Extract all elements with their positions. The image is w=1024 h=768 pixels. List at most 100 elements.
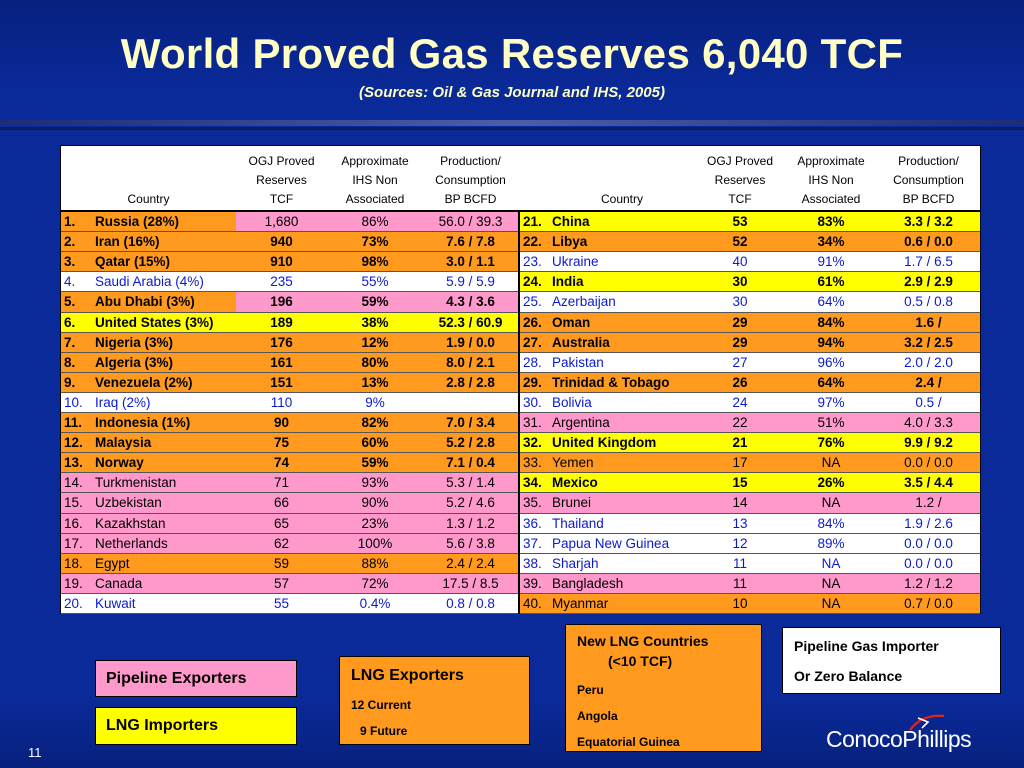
legend-pipeline-importer-line2: Or Zero Balance (794, 668, 903, 684)
table-row-right: 21. China 53 83% 3.3 / 3.2 (61, 212, 980, 232)
row-production-consumption: 5.9 / 5.9 (423, 272, 518, 293)
row-ihs-non-associated: NA (785, 573, 877, 594)
header-ogj-line2-right: Reserves (714, 173, 766, 187)
row-production-consumption: 2.8 / 2.8 (423, 372, 518, 393)
row-country: Yemen (552, 453, 695, 474)
header-ogj-right: OGJ Proved Reserves TCF (695, 146, 785, 217)
row-rank: 2. (61, 232, 95, 253)
row-ihs-non-associated: 23% (327, 513, 423, 534)
table-row-left: 19. Canada 57 72% 17.5 / 8.5 (61, 573, 980, 594)
row-production-consumption: 1.2 / 1.2 (877, 573, 980, 594)
row-country: Kuwait (95, 593, 236, 614)
row-reserves-tcf: 24 (695, 392, 785, 413)
row-reserves-tcf: 22 (695, 413, 785, 433)
row-production-consumption: 7.0 / 3.4 (423, 413, 518, 433)
legend-pipeline-importer-line1: Pipeline Gas Importer (794, 638, 939, 654)
header-ogj-line1-right: OGJ Proved (706, 154, 774, 168)
row-ihs-non-associated: 0.4% (327, 593, 423, 614)
row-divider (61, 512, 518, 514)
table-row-left: 3. Qatar (15%) 910 98% 3.0 / 1.1 (61, 252, 980, 273)
row-country: Trinidad & Tobago (552, 372, 695, 393)
row-reserves-tcf: 176 (236, 332, 327, 353)
row-rank: 23. (520, 252, 552, 273)
row-country: Russia (28%) (95, 212, 236, 232)
row-production-consumption: 1.9 / 0.0 (423, 332, 518, 353)
row-rank: 24. (520, 272, 552, 293)
row-rank: 27. (520, 332, 552, 353)
row-country: United Kingdom (552, 433, 695, 454)
row-country: India (552, 272, 695, 293)
row-divider (520, 613, 980, 614)
row-divider (61, 532, 518, 534)
row-reserves-tcf: 1,680 (236, 212, 327, 232)
row-country: Venezuela (2%) (95, 372, 236, 393)
row-production-consumption: 3.2 / 2.5 (877, 332, 980, 353)
row-production-consumption: 7.6 / 7.8 (423, 232, 518, 253)
header-ogj-line2: Reserves (256, 173, 307, 187)
row-ihs-non-associated: 60% (327, 433, 423, 454)
row-production-consumption: 0.6 / 0.0 (877, 232, 980, 253)
table-row-left: 14. Turkmenistan 71 93% 5.3 / 1.4 (61, 473, 980, 494)
row-production-consumption: 0.8 / 0.8 (423, 593, 518, 614)
row-rank: 5. (61, 292, 95, 313)
row-ihs-non-associated: 61% (785, 272, 877, 293)
row-divider (520, 291, 980, 293)
row-production-consumption: 5.3 / 1.4 (423, 473, 518, 494)
row-reserves-tcf: 940 (236, 232, 327, 253)
row-reserves-tcf: 10 (695, 593, 785, 614)
row-ihs-non-associated: 80% (327, 352, 423, 373)
legend-new-lng-title: New LNG Countries (577, 633, 709, 649)
row-production-consumption: 4.0 / 3.3 (877, 413, 980, 433)
table-row-left: 7. Nigeria (3%) 176 12% 1.9 / 0.0 (61, 332, 980, 353)
row-country: Canada (95, 573, 236, 594)
row-reserves-tcf: 29 (695, 332, 785, 353)
row-production-consumption: 3.3 / 3.2 (877, 212, 980, 232)
row-divider (520, 311, 980, 313)
row-country: Turkmenistan (95, 473, 236, 494)
row-divider (61, 331, 518, 333)
row-production-consumption: 1.3 / 1.2 (423, 513, 518, 534)
row-country: Azerbaijan (552, 292, 695, 313)
row-rank: 15. (61, 493, 95, 514)
row-reserves-tcf: 14 (695, 493, 785, 514)
row-ihs-non-associated: 64% (785, 292, 877, 313)
row-ihs-non-associated: 9% (327, 392, 423, 413)
row-rank: 33. (520, 453, 552, 474)
header-prod-left: Production/ Consumption BP BCFD (423, 146, 518, 217)
table-row-right: 37. Papua New Guinea 12 89% 0.0 / 0.0 (61, 533, 980, 554)
row-country: Algeria (3%) (95, 352, 236, 373)
row-production-consumption: 0.0 / 0.0 (877, 533, 980, 554)
row-country: Bangladesh (552, 573, 695, 594)
table-row-right: 39. Bangladesh 11 NA 1.2 / 1.2 (61, 573, 980, 594)
legend-pipeline-exporters: Pipeline Exporters (95, 660, 297, 697)
row-reserves-tcf: 196 (236, 292, 327, 313)
table-row-left: 12. Malaysia 75 60% 5.2 / 2.8 (61, 433, 980, 454)
legend-lng-exporters-current: 12 Current (351, 698, 412, 712)
conocophillips-logo-icon (909, 714, 945, 731)
header-ogj-line3-right: TCF (728, 192, 752, 206)
table-row-left: 6. United States (3%) 189 38% 52.3 / 60.9 (61, 312, 980, 333)
row-rank: 14. (61, 473, 95, 494)
reserves-table: Country OGJ Proved Reserves TCF Approxim… (60, 145, 981, 614)
table-row-left: 15. Uzbekistan 66 90% 5.2 / 4.6 (61, 493, 980, 514)
row-country: Netherlands (95, 533, 236, 554)
row-country: Iran (16%) (95, 232, 236, 253)
row-rank: 37. (520, 533, 552, 554)
row-divider (61, 271, 518, 273)
row-rank: 22. (520, 232, 552, 253)
row-ihs-non-associated: 91% (785, 252, 877, 273)
table-row-right: 23. Ukraine 40 91% 1.7 / 6.5 (61, 252, 980, 273)
row-reserves-tcf: 21 (695, 433, 785, 454)
row-production-consumption: 7.1 / 0.4 (423, 453, 518, 474)
row-ihs-non-associated: 93% (327, 473, 423, 494)
header-ogj-line3: TCF (269, 192, 294, 206)
table-row-left: 10. Iraq (2%) 110 9% (61, 392, 980, 413)
header-ihs-line2: IHS Non (352, 173, 398, 187)
row-divider (520, 251, 980, 253)
row-country: Argentina (552, 413, 695, 433)
header-prod-line1: Production/ (440, 154, 501, 168)
row-reserves-tcf: 13 (695, 513, 785, 534)
row-divider (520, 512, 980, 514)
row-reserves-tcf: 189 (236, 312, 327, 333)
row-divider (61, 552, 518, 554)
